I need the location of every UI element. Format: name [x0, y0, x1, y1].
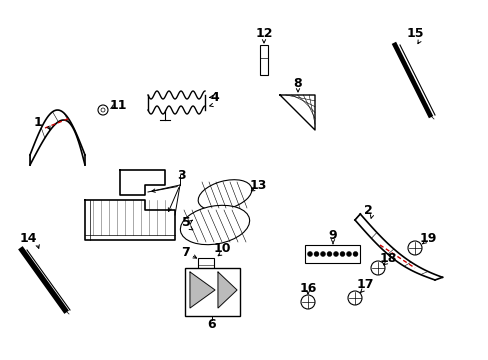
Text: 1: 1	[34, 116, 42, 129]
FancyBboxPatch shape	[198, 258, 214, 272]
Circle shape	[326, 252, 331, 257]
Polygon shape	[190, 272, 215, 308]
Text: 17: 17	[356, 279, 373, 292]
Text: 4: 4	[210, 90, 219, 104]
Bar	[184, 268, 240, 316]
Circle shape	[320, 252, 325, 257]
Text: 8: 8	[293, 77, 302, 90]
Text: 11: 11	[109, 99, 126, 112]
Bar	[305, 245, 359, 263]
Text: 15: 15	[406, 27, 423, 40]
Text: 10: 10	[213, 242, 230, 255]
Circle shape	[346, 252, 351, 257]
Circle shape	[352, 252, 357, 257]
Text: 12: 12	[255, 27, 272, 40]
Text: 6: 6	[207, 319, 216, 332]
Text: 18: 18	[379, 252, 396, 265]
Polygon shape	[218, 272, 237, 308]
Ellipse shape	[198, 180, 251, 210]
Text: 13: 13	[249, 179, 266, 192]
Text: 2: 2	[363, 203, 372, 216]
Circle shape	[313, 252, 318, 257]
Text: 19: 19	[418, 231, 436, 244]
Text: 3: 3	[177, 168, 186, 181]
Circle shape	[339, 252, 345, 257]
Circle shape	[333, 252, 338, 257]
Ellipse shape	[180, 205, 249, 245]
Text: 9: 9	[328, 229, 337, 242]
Circle shape	[307, 252, 312, 257]
Text: 16: 16	[299, 282, 316, 294]
Text: 5: 5	[181, 216, 190, 229]
Polygon shape	[280, 95, 314, 130]
Bar	[260, 45, 267, 75]
Text: 14: 14	[19, 231, 37, 244]
Text: 7: 7	[180, 246, 189, 258]
